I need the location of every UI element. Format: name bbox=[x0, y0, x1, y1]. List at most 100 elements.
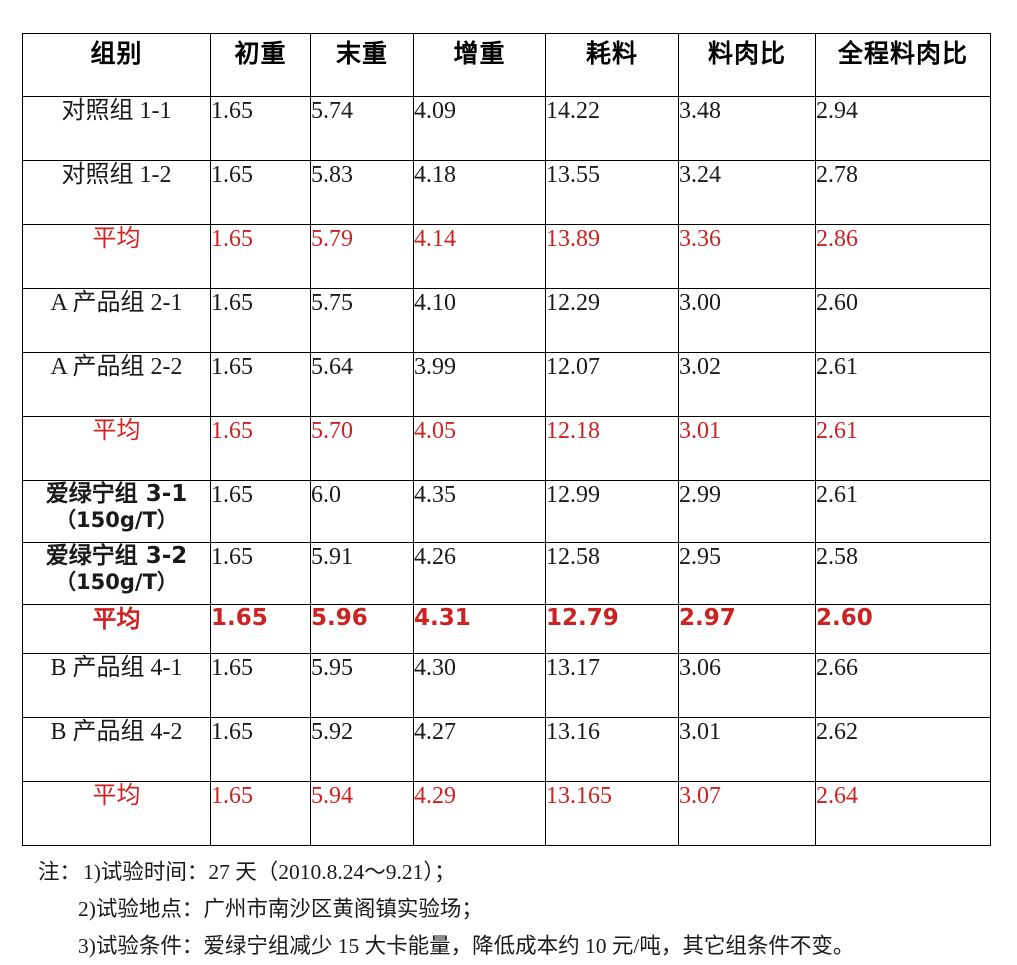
cell-final-weight: 5.74 bbox=[310, 96, 414, 161]
cell-weight-gain: 4.35 bbox=[413, 480, 546, 543]
header-row: 组别 初重 末重 增重 耗料 料肉比 全程料肉比 bbox=[22, 33, 991, 97]
cell-feed-conversion-ratio: 3.06 bbox=[678, 653, 816, 718]
column-header-final: 末重 bbox=[310, 33, 414, 97]
table-row: A 产品组 2-2 1.65 5.64 3.99 12.07 3.02 2.61 bbox=[22, 352, 991, 417]
cell-weight-gain: 4.05 bbox=[413, 416, 546, 481]
note-text-3: 3)试验条件：爱绿宁组减少 15 大卡能量，降低成本约 10 元/吨，其它组条件… bbox=[78, 933, 855, 958]
table-row: B 产品组 4-2 1.65 5.92 4.27 13.16 3.01 2.62 bbox=[22, 717, 991, 782]
cell-init-weight: 1.65 bbox=[210, 604, 311, 654]
cell-final-weight: 6.0 bbox=[310, 480, 414, 543]
cell-final-weight: 5.95 bbox=[310, 653, 414, 718]
cell-group-dosage: （150g/T） bbox=[55, 508, 178, 533]
cell-feed-intake: 13.165 bbox=[545, 781, 679, 846]
column-header-group: 组别 bbox=[22, 33, 211, 97]
cell-weight-gain: 4.30 bbox=[413, 653, 546, 718]
cell-final-weight: 5.75 bbox=[310, 288, 414, 353]
cell-final-weight: 5.79 bbox=[310, 224, 414, 289]
notes-prefix: 注： bbox=[38, 860, 82, 884]
cell-total-feed-conversion-ratio: 2.61 bbox=[815, 416, 991, 481]
cell-group-name: A 产品组 2-1 bbox=[22, 288, 211, 353]
table-row: 平均 1.65 5.94 4.29 13.165 3.07 2.64 bbox=[22, 781, 991, 846]
column-header-init: 初重 bbox=[210, 33, 311, 97]
note-text-2: 2)试验地点：广州市南沙区黄阁镇实验场； bbox=[78, 896, 483, 921]
cell-init-weight: 1.65 bbox=[210, 416, 311, 481]
cell-total-feed-conversion-ratio: 2.61 bbox=[815, 352, 991, 417]
cell-feed-conversion-ratio: 3.00 bbox=[678, 288, 816, 353]
cell-total-feed-conversion-ratio: 2.78 bbox=[815, 160, 991, 225]
cell-init-weight: 1.65 bbox=[210, 96, 311, 161]
cell-weight-gain: 4.26 bbox=[413, 542, 546, 605]
table-header: 组别 初重 末重 增重 耗料 料肉比 全程料肉比 bbox=[22, 33, 991, 97]
cell-feed-conversion-ratio: 2.99 bbox=[678, 480, 816, 543]
cell-total-feed-conversion-ratio: 2.66 bbox=[815, 653, 991, 718]
column-header-fcr: 料肉比 bbox=[678, 33, 816, 97]
cell-feed-conversion-ratio: 3.02 bbox=[678, 352, 816, 417]
cell-feed-intake: 13.55 bbox=[545, 160, 679, 225]
table-row: A 产品组 2-1 1.65 5.75 4.10 12.29 3.00 2.60 bbox=[22, 288, 991, 353]
cell-group-name: 爱绿宁组 3-2 （150g/T） bbox=[22, 542, 211, 605]
cell-group-name: 对照组 1-2 bbox=[22, 160, 211, 225]
cell-group-average: 平均 bbox=[22, 604, 211, 654]
table-row: 对照组 1-2 1.65 5.83 4.18 13.55 3.24 2.78 bbox=[22, 160, 991, 225]
cell-final-weight: 5.92 bbox=[310, 717, 414, 782]
cell-total-feed-conversion-ratio: 2.61 bbox=[815, 480, 991, 543]
cell-final-weight: 5.94 bbox=[310, 781, 414, 846]
note-line-1: 注：1)试验时间：27 天（2010.8.24～9.21）； bbox=[22, 854, 990, 891]
cell-feed-intake: 14.22 bbox=[545, 96, 679, 161]
table-row: 平均 1.65 5.70 4.05 12.18 3.01 2.61 bbox=[22, 416, 991, 481]
cell-final-weight: 5.64 bbox=[310, 352, 414, 417]
cell-final-weight: 5.96 bbox=[310, 604, 414, 654]
cell-feed-intake: 12.07 bbox=[545, 352, 679, 417]
cell-feed-conversion-ratio: 3.24 bbox=[678, 160, 816, 225]
cell-init-weight: 1.65 bbox=[210, 781, 311, 846]
cell-feed-intake: 13.89 bbox=[545, 224, 679, 289]
cell-final-weight: 5.70 bbox=[310, 416, 414, 481]
cell-final-weight: 5.83 bbox=[310, 160, 414, 225]
cell-total-feed-conversion-ratio: 2.62 bbox=[815, 717, 991, 782]
cell-feed-intake: 12.29 bbox=[545, 288, 679, 353]
table-row: 平均 1.65 5.96 4.31 12.79 2.97 2.60 bbox=[22, 604, 991, 654]
cell-feed-intake: 12.99 bbox=[545, 480, 679, 543]
cell-weight-gain: 4.10 bbox=[413, 288, 546, 353]
cell-total-feed-conversion-ratio: 2.58 bbox=[815, 542, 991, 605]
table-row: 爱绿宁组 3-2 （150g/T） 1.65 5.91 4.26 12.58 2.95 2.5… bbox=[22, 542, 991, 605]
cell-group-name: B 产品组 4-1 bbox=[22, 653, 211, 718]
cell-feed-intake: 12.79 bbox=[545, 604, 679, 654]
cell-group-average: 平均 bbox=[22, 416, 211, 481]
cell-weight-gain: 4.09 bbox=[413, 96, 546, 161]
column-header-feed: 耗料 bbox=[545, 33, 679, 97]
cell-final-weight: 5.91 bbox=[310, 542, 414, 605]
cell-feed-intake: 13.17 bbox=[545, 653, 679, 718]
cell-group-dosage: （150g/T） bbox=[55, 570, 178, 595]
cell-feed-conversion-ratio: 2.97 bbox=[678, 604, 816, 654]
table-row: B 产品组 4-1 1.65 5.95 4.30 13.17 3.06 2.66 bbox=[22, 653, 991, 718]
cell-group-name: A 产品组 2-2 bbox=[22, 352, 211, 417]
table-row: 对照组 1-1 1.65 5.74 4.09 14.22 3.48 2.94 bbox=[22, 96, 991, 161]
cell-total-feed-conversion-ratio: 2.94 bbox=[815, 96, 991, 161]
cell-total-feed-conversion-ratio: 2.60 bbox=[815, 604, 991, 654]
column-header-tfcr: 全程料肉比 bbox=[815, 33, 991, 97]
trial-results-table: 组别 初重 末重 增重 耗料 料肉比 全程料肉比 对照组 1-1 1.65 5.74… bbox=[22, 33, 991, 846]
cell-feed-conversion-ratio: 3.01 bbox=[678, 416, 816, 481]
cell-init-weight: 1.65 bbox=[210, 542, 311, 605]
cell-group-name: B 产品组 4-2 bbox=[22, 717, 211, 782]
cell-feed-intake: 12.18 bbox=[545, 416, 679, 481]
cell-weight-gain: 3.99 bbox=[413, 352, 546, 417]
cell-group-average: 平均 bbox=[22, 781, 211, 846]
cell-weight-gain: 4.14 bbox=[413, 224, 546, 289]
cell-total-feed-conversion-ratio: 2.86 bbox=[815, 224, 991, 289]
note-line-2: 2)试验地点：广州市南沙区黄阁镇实验场； bbox=[22, 891, 990, 928]
cell-init-weight: 1.65 bbox=[210, 288, 311, 353]
table-notes: 注：1)试验时间：27 天（2010.8.24～9.21）； 2)试验地点：广州… bbox=[22, 854, 990, 965]
table-row: 爱绿宁组 3-1 （150g/T） 1.65 6.0 4.35 12.99 2.99 2.61 bbox=[22, 480, 991, 543]
note-line-3: 3)试验条件：爱绿宁组减少 15 大卡能量，降低成本约 10 元/吨，其它组条件… bbox=[22, 928, 990, 965]
note-text-1: 1)试验时间：27 天（2010.8.24～9.21）； bbox=[83, 860, 456, 884]
cell-init-weight: 1.65 bbox=[210, 224, 311, 289]
table-body: 对照组 1-1 1.65 5.74 4.09 14.22 3.48 2.94 对照组 1-2 1… bbox=[22, 96, 991, 846]
cell-feed-intake: 12.58 bbox=[545, 542, 679, 605]
column-header-gain: 增重 bbox=[413, 33, 546, 97]
cell-total-feed-conversion-ratio: 2.64 bbox=[815, 781, 991, 846]
cell-group-name: 对照组 1-1 bbox=[22, 96, 211, 161]
cell-group-average: 平均 bbox=[22, 224, 211, 289]
